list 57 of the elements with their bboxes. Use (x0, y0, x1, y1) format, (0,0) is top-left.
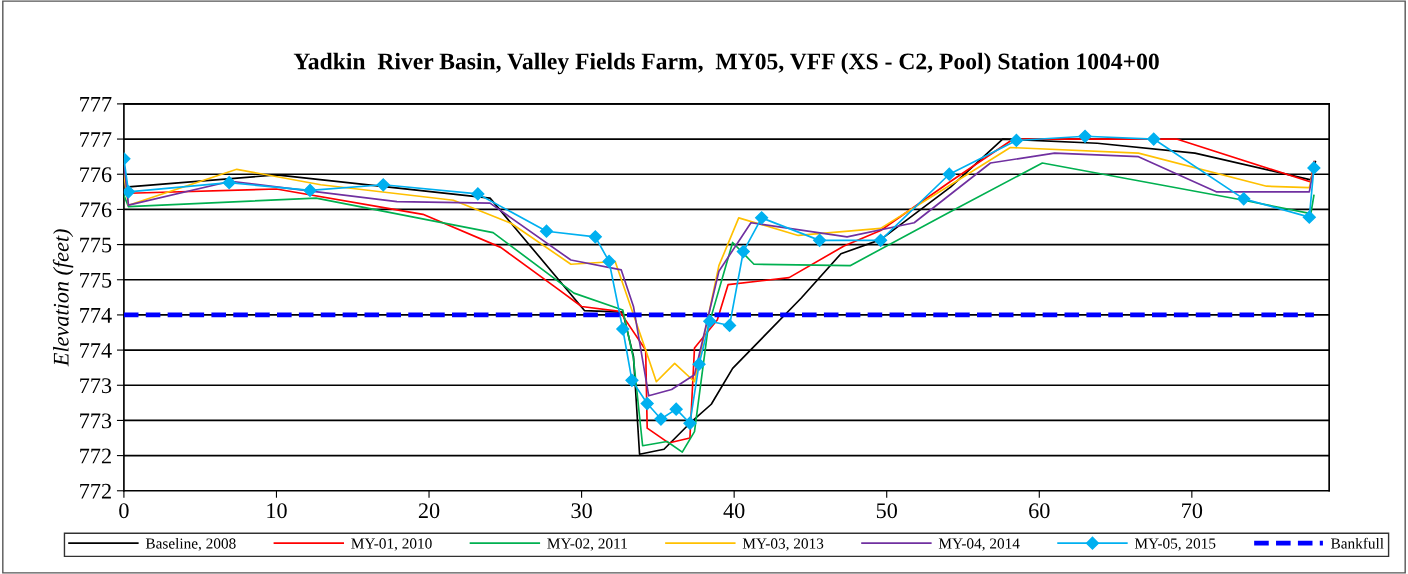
point (722, 318, 737, 333)
x-tick-label: 20 (418, 503, 440, 519)
legend-label: MY-01, 2010 (351, 538, 432, 551)
y-tick-label: 772 (80, 483, 111, 499)
y-tick-label: 776 (80, 167, 112, 183)
chart-title: Yadkin River Basin, Valley Fields Farm, MY05, VFF (XS - C2, Pool) Station 1004+00 (293, 52, 1159, 75)
point (640, 396, 654, 411)
point (1009, 133, 1023, 148)
point (123, 185, 136, 199)
y-tick-label: 776 (80, 202, 112, 218)
point (625, 373, 639, 387)
point (1147, 132, 1161, 146)
legend-label: MY-03, 2013 (742, 538, 824, 551)
point (874, 233, 888, 247)
y-tick-label: 772 (80, 448, 111, 464)
y-tick-label: 777 (80, 97, 112, 112)
point (1307, 161, 1321, 175)
x-tick-label: 0 (119, 503, 129, 519)
point (942, 167, 956, 181)
point (1237, 192, 1251, 206)
point (1302, 210, 1316, 224)
legend-label: MY-04, 2014 (938, 538, 1020, 551)
y-axis-title: Elevation (feet) (52, 229, 74, 367)
point (654, 412, 668, 426)
point (669, 402, 683, 416)
x-tick-label: 50 (876, 503, 897, 519)
point (539, 224, 554, 238)
x-tick-label: 10 (267, 503, 287, 519)
point (755, 211, 769, 225)
legend-label: Bankfull (1330, 537, 1384, 549)
point (1078, 129, 1092, 143)
point (692, 357, 706, 371)
y-tick-label: 773 (80, 378, 112, 394)
point (616, 322, 630, 336)
x-tick-label: 60 (1029, 503, 1050, 519)
point (813, 233, 827, 247)
point (222, 176, 236, 190)
point (683, 416, 697, 430)
y-tick-label: 774 (80, 343, 112, 358)
y-tick-label: 775 (80, 237, 112, 253)
point (703, 314, 717, 328)
point (471, 187, 485, 201)
point (736, 245, 750, 259)
x-tick-label: 70 (1182, 503, 1203, 519)
point (588, 230, 602, 244)
legend-label: Baseline, 2008 (145, 537, 236, 551)
point (376, 178, 390, 192)
point (602, 254, 616, 269)
y-tick-label: 775 (80, 272, 112, 288)
legend-label: MY-02, 2011 (547, 538, 627, 551)
y-tick-label: 773 (80, 413, 112, 429)
x-tick-label: 40 (723, 503, 745, 519)
x-tick-label: 30 (571, 503, 592, 519)
y-tick-label: 774 (80, 308, 112, 323)
legend-label: MY-05, 2015 (1134, 538, 1216, 551)
point (303, 183, 317, 198)
y-tick-label: 777 (80, 132, 112, 147)
